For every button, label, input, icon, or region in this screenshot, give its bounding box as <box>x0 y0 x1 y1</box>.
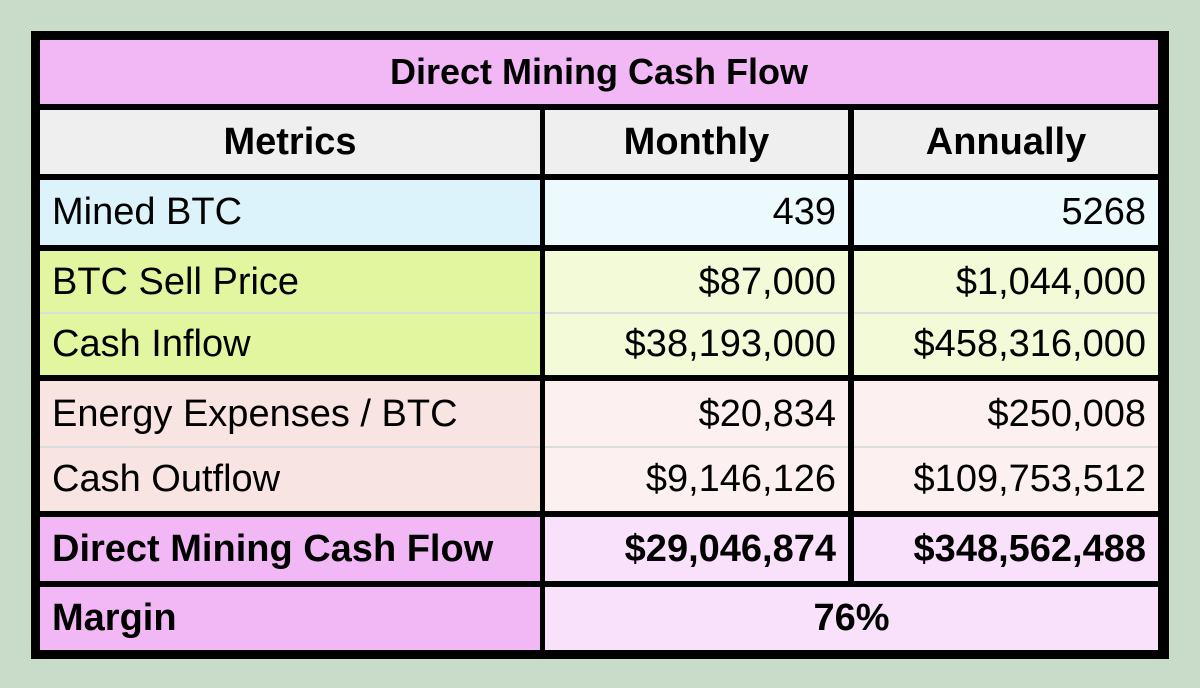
row-annually-energy-expenses: $250,008 <box>987 392 1147 435</box>
table-title: Direct Mining Cash Flow <box>40 40 1158 104</box>
row-divider <box>545 312 848 314</box>
row-divider <box>854 312 1158 314</box>
row-monthly-direct-mining-cash-flow: $29,046,874 <box>545 517 848 581</box>
row-label-direct-mining-cash-flow: Direct Mining Cash Flow <box>40 517 540 581</box>
row-monthly-energy-expenses: $20,834 <box>698 392 836 435</box>
row-label-margin: Margin <box>40 587 540 650</box>
row-annually-cash-outflow: $109,753,512 <box>913 457 1146 500</box>
row-label-energy-expenses: Energy Expenses / BTC <box>52 392 458 435</box>
row-divider <box>40 312 540 314</box>
row-label-cash-inflow: Cash Inflow <box>52 322 251 365</box>
row-label-btc-sell-price: BTC Sell Price <box>52 260 300 303</box>
row-annually-cash-inflow: $458,316,000 <box>913 322 1146 365</box>
header-annually: Annually <box>854 110 1158 174</box>
header-metrics: Metrics <box>40 110 540 174</box>
row-annually-mined-btc: 5268 <box>854 180 1158 245</box>
row-annually-btc-sell-price: $1,044,000 <box>955 260 1146 303</box>
row-label-mined-btc: Mined BTC <box>40 180 540 245</box>
row-value-margin: 76% <box>545 587 1158 650</box>
row-annually-direct-mining-cash-flow: $348,562,488 <box>854 517 1158 581</box>
row-monthly-cash-inflow: $38,193,000 <box>624 322 836 365</box>
row-divider <box>545 446 848 448</box>
row-divider <box>854 446 1158 448</box>
header-monthly: Monthly <box>545 110 848 174</box>
row-divider <box>40 446 540 448</box>
row-monthly-mined-btc: 439 <box>545 180 848 245</box>
row-monthly-btc-sell-price: $87,000 <box>698 260 836 303</box>
row-monthly-cash-outflow: $9,146,126 <box>645 457 836 500</box>
row-label-cash-outflow: Cash Outflow <box>52 457 281 500</box>
